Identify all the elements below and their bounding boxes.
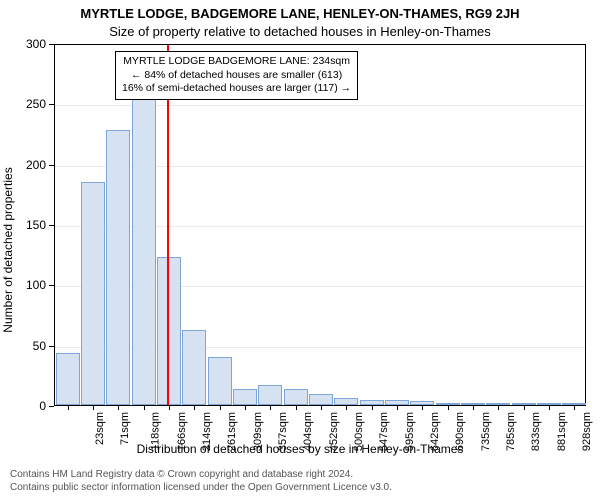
- x-tick-mark: [194, 405, 195, 410]
- histogram-bar: [182, 330, 206, 405]
- annotation-box: MYRTLE LODGE BADGEMORE LANE: 234sqm← 84%…: [115, 51, 358, 100]
- histogram-bar: [81, 182, 105, 405]
- chart-container: MYRTLE LODGE, BADGEMORE LANE, HENLEY-ON-…: [0, 0, 600, 500]
- y-tick-label: 150: [0, 218, 46, 232]
- x-tick-mark: [270, 405, 271, 410]
- x-tick-mark: [144, 405, 145, 410]
- x-tick-mark: [422, 405, 423, 410]
- annotation-line: 16% of semi-detached houses are larger (…: [122, 82, 351, 96]
- x-tick-mark: [448, 405, 449, 410]
- histogram-bar: [56, 353, 80, 405]
- x-tick-mark: [169, 405, 170, 410]
- plot-area: MYRTLE LODGE BADGEMORE LANE: 234sqm← 84%…: [54, 44, 586, 406]
- x-tick-mark: [93, 405, 94, 410]
- x-tick-mark: [473, 405, 474, 410]
- footer-attribution: Contains HM Land Registry data © Crown c…: [10, 468, 392, 494]
- annotation-line: MYRTLE LODGE BADGEMORE LANE: 234sqm: [122, 55, 351, 69]
- x-tick-mark: [118, 405, 119, 410]
- histogram-bar: [132, 62, 156, 405]
- y-tick-label: 0: [0, 399, 46, 413]
- x-tick-mark: [296, 405, 297, 410]
- chart-title: MYRTLE LODGE, BADGEMORE LANE, HENLEY-ON-…: [0, 6, 600, 21]
- histogram-bar: [309, 394, 333, 405]
- footer-line2: Contains public sector information licen…: [10, 481, 392, 494]
- y-axis-label: Number of detached properties: [1, 167, 15, 332]
- x-tick-mark: [498, 405, 499, 410]
- histogram-bar: [208, 357, 232, 405]
- y-tick-label: 100: [0, 278, 46, 292]
- x-tick-mark: [321, 405, 322, 410]
- histogram-bar: [233, 389, 257, 405]
- x-tick-label: 23sqm: [94, 412, 106, 445]
- histogram-bar: [284, 389, 308, 405]
- y-tick-label: 50: [0, 339, 46, 353]
- histogram-bar: [334, 398, 358, 405]
- histogram-bar: [157, 257, 181, 405]
- chart-subtitle: Size of property relative to detached ho…: [0, 24, 600, 39]
- x-tick-mark: [220, 405, 221, 410]
- x-tick-mark: [346, 405, 347, 410]
- histogram-bar: [258, 385, 282, 406]
- x-tick-label: 71sqm: [119, 412, 131, 445]
- x-tick-mark: [574, 405, 575, 410]
- annotation-line: ← 84% of detached houses are smaller (61…: [122, 69, 351, 83]
- x-tick-mark: [524, 405, 525, 410]
- x-tick-mark: [397, 405, 398, 410]
- y-tick-label: 200: [0, 158, 46, 172]
- footer-line1: Contains HM Land Registry data © Crown c…: [10, 468, 392, 481]
- y-tick-mark: [49, 406, 54, 407]
- x-tick-mark: [245, 405, 246, 410]
- x-tick-mark: [68, 405, 69, 410]
- histogram-bar: [106, 130, 130, 405]
- x-tick-mark: [549, 405, 550, 410]
- y-tick-label: 250: [0, 97, 46, 111]
- x-axis-label: Distribution of detached houses by size …: [0, 442, 600, 456]
- x-tick-mark: [372, 405, 373, 410]
- y-tick-label: 300: [0, 37, 46, 51]
